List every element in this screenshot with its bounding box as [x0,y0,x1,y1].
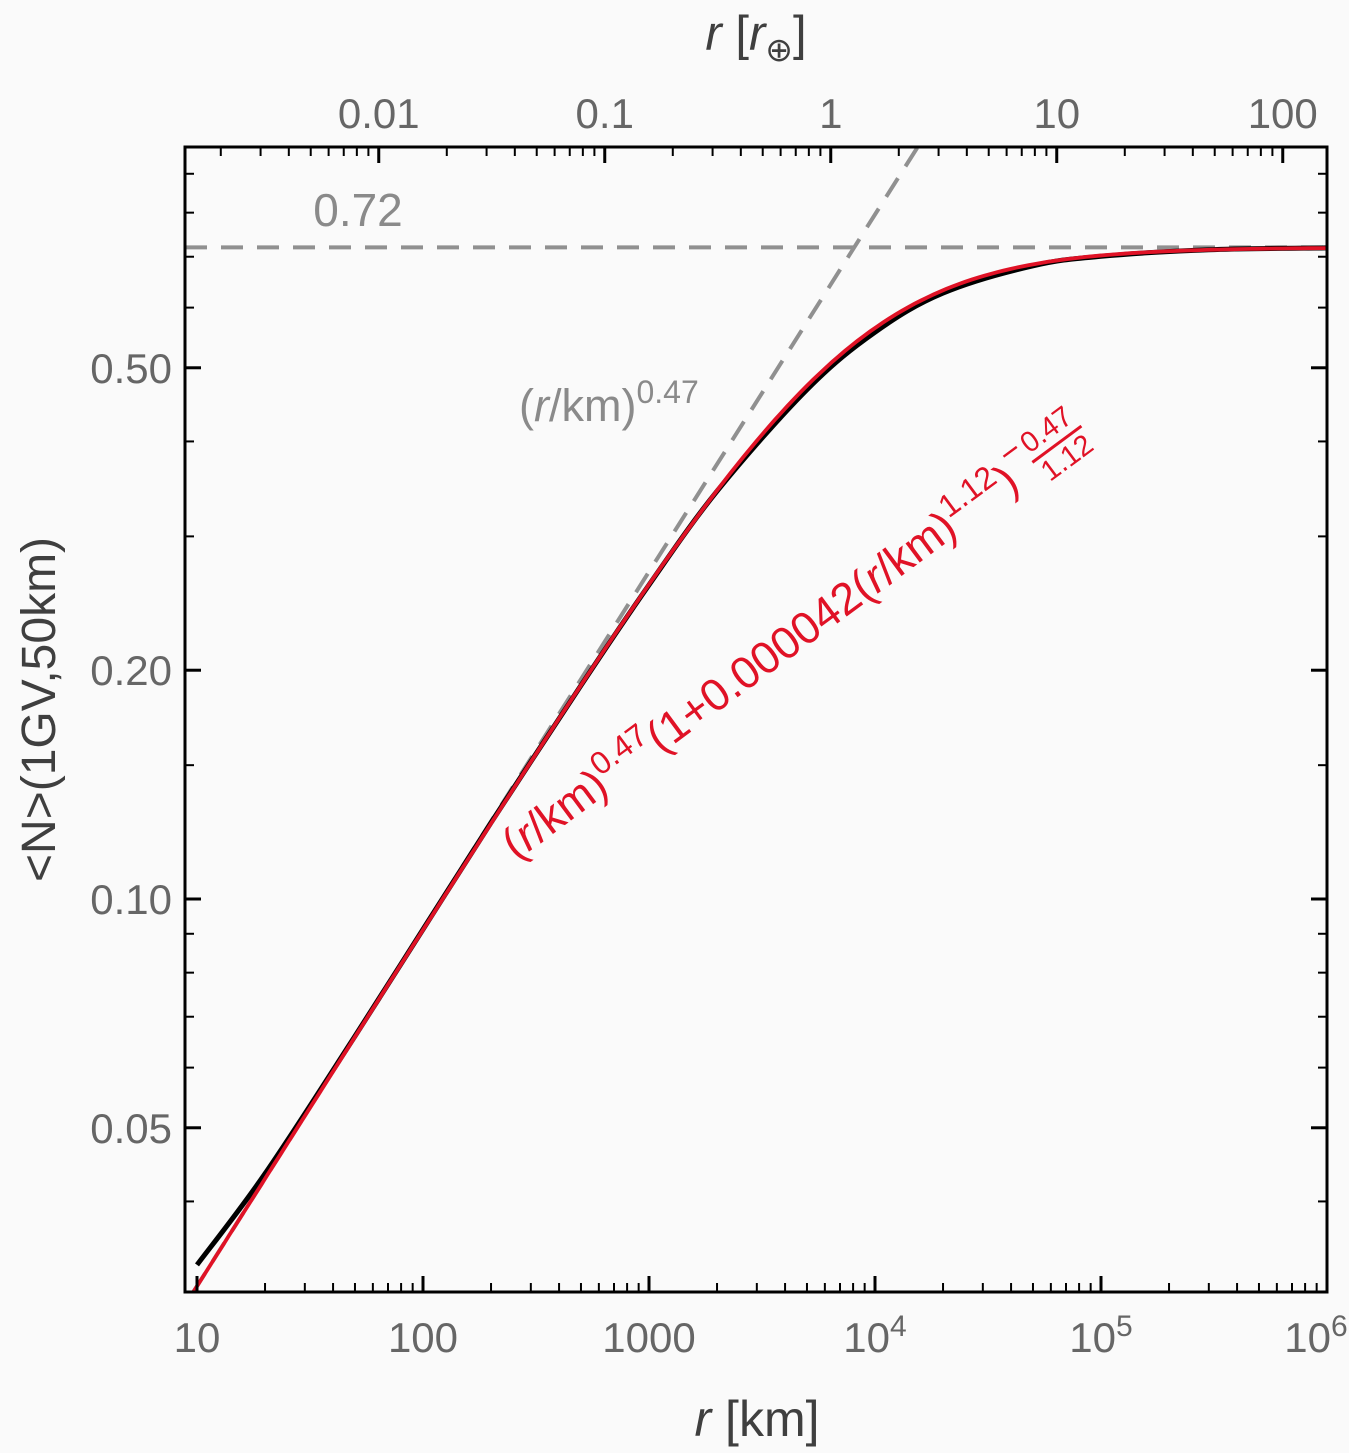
tick-labels: 10 100 1000 104 105 106 0.01 0.1 1 10 100 0.50 0.20 0… [90,90,1347,1361]
earth-symbol: ⊕ [765,31,793,68]
top-tick-label: 10 [1033,90,1080,137]
x-tick-label: 105 [1069,1310,1132,1361]
plot-frame [183,145,1329,1294]
x-tick-label: 100 [388,1314,458,1361]
pl-exponent: 0.47 [636,374,699,411]
power-law-label: (r/km)0.47 [519,374,699,432]
frame-and-ticks [183,145,1329,1294]
x-tick-label: 1000 [602,1314,695,1361]
x-tick-label: 104 [843,1310,906,1361]
top-axis-label: r [r⊕] [705,6,806,69]
top-tick-label: 1 [819,90,842,137]
x-axis-var: r [694,1391,712,1447]
top-axis-open: [ [721,7,749,61]
y-tick-label: 0.10 [90,876,172,923]
fit-curve [191,246,1327,1292]
pl-rest: /km) [549,380,637,431]
asymptote-value-label: 0.72 [313,184,403,236]
x-tick-label: 106 [1284,1310,1347,1361]
top-axis-close: ] [792,7,807,61]
top-axis-var: r [705,7,722,61]
x-tick-label: 10 [174,1314,221,1361]
top-tick-label: 100 [1248,90,1318,137]
y-tick-label: 0.05 [90,1105,172,1152]
curves [191,245,1327,1292]
top-tick-label: 0.1 [576,90,634,137]
x-axis-label: r [km] [695,1390,820,1448]
dashed-guides [185,145,1327,1294]
top-axis-unit-var: r [748,7,766,61]
top-tick-label: 0.01 [338,90,420,137]
pl-open: ( [519,380,534,431]
x-axis-unit: [km] [711,1391,820,1447]
simulation-curve [194,245,1327,1267]
y-axis-label: <N>(1GV,50km) [13,536,66,882]
y-tick-label: 0.20 [90,647,172,694]
pl-var: r [534,380,549,431]
y-tick-label: 0.50 [90,345,172,392]
